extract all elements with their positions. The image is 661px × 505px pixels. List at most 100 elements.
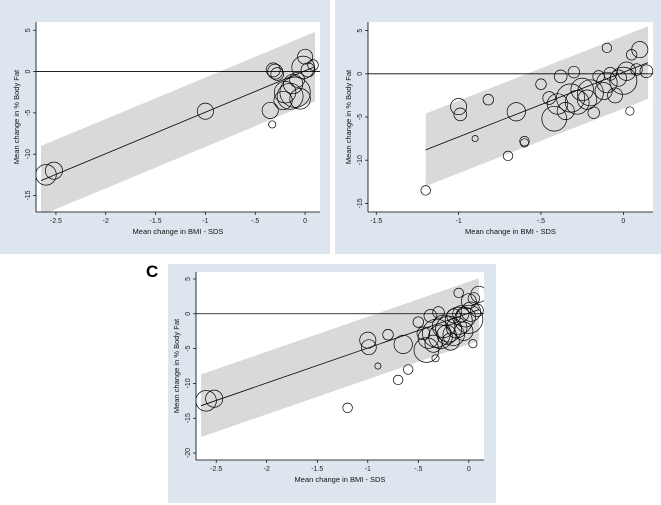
data-point bbox=[297, 48, 313, 65]
data-point bbox=[431, 354, 440, 363]
data-point bbox=[432, 306, 445, 319]
x-axis-title: Mean change in BMI - SDS bbox=[295, 475, 386, 484]
chart-panel-b: -1.5 -1 -.5 0 -15 -10 -5 0 5 Mean change in BMI -… bbox=[335, 0, 661, 254]
y-tick-label: 5 bbox=[185, 277, 192, 281]
data-point bbox=[270, 67, 284, 81]
y-tick-label: 0 bbox=[25, 70, 32, 74]
data-point bbox=[502, 150, 514, 162]
x-tick-label: -1 bbox=[365, 466, 371, 473]
data-point bbox=[470, 303, 484, 318]
data-point bbox=[392, 374, 404, 386]
data-point bbox=[423, 309, 438, 323]
data-point bbox=[446, 308, 462, 324]
x-tick-label: -.5 bbox=[251, 218, 259, 225]
data-point bbox=[553, 69, 568, 84]
data-point bbox=[607, 87, 623, 104]
x-axis-title: Mean change in BMI - SDS bbox=[133, 227, 224, 236]
data-point bbox=[261, 101, 279, 119]
data-point bbox=[460, 293, 477, 310]
data-point bbox=[417, 327, 440, 349]
data-point bbox=[453, 107, 468, 122]
data-point bbox=[382, 329, 394, 341]
data-point bbox=[374, 362, 382, 370]
y-tick-label: -20 bbox=[185, 448, 192, 458]
x-tick-label: -1 bbox=[202, 218, 208, 225]
data-point bbox=[453, 287, 464, 299]
data-point bbox=[450, 98, 468, 116]
fit-line bbox=[40, 66, 316, 181]
data-point bbox=[307, 59, 319, 71]
x-tick-label: -.5 bbox=[537, 218, 545, 225]
data-point bbox=[283, 73, 304, 95]
data-point bbox=[519, 136, 530, 147]
data-point bbox=[289, 88, 311, 110]
x-tick-label: 0 bbox=[303, 218, 307, 225]
data-point bbox=[556, 102, 575, 120]
data-point bbox=[609, 66, 638, 95]
y-tick-label: -10 bbox=[185, 378, 192, 388]
data-point bbox=[196, 102, 214, 120]
data-point bbox=[44, 161, 63, 180]
data-point bbox=[359, 331, 377, 349]
data-point bbox=[412, 316, 424, 328]
panel-label-c: C bbox=[146, 262, 159, 281]
data-point bbox=[596, 71, 618, 94]
data-point bbox=[617, 61, 637, 81]
y-axis-title: Mean change in % Body Fat bbox=[344, 69, 353, 164]
data-point bbox=[416, 326, 431, 341]
data-point bbox=[577, 89, 598, 110]
data-point bbox=[601, 42, 613, 54]
x-tick-label: -.5 bbox=[414, 466, 422, 473]
fit-line bbox=[425, 62, 649, 151]
data-point bbox=[535, 78, 547, 90]
data-point bbox=[360, 339, 377, 356]
y-tick-label: -15 bbox=[25, 190, 32, 200]
data-point bbox=[454, 304, 484, 334]
data-point bbox=[631, 41, 649, 59]
x-tick-label: -2 bbox=[103, 218, 109, 225]
data-point bbox=[265, 62, 281, 78]
y-tick-label: -5 bbox=[357, 114, 364, 120]
x-tick-label: 0 bbox=[467, 466, 471, 473]
data-point bbox=[482, 94, 494, 106]
data-point bbox=[570, 77, 594, 102]
x-tick-label: -1.5 bbox=[311, 466, 323, 473]
data-point bbox=[36, 164, 57, 186]
y-tick-label: -5 bbox=[25, 110, 32, 116]
x-tick-label: -1.5 bbox=[370, 218, 382, 225]
data-point bbox=[564, 90, 590, 115]
x-tick-label: -1 bbox=[455, 218, 461, 225]
data-point bbox=[444, 306, 473, 335]
x-axis-title: Mean change in BMI - SDS bbox=[465, 227, 556, 236]
data-point bbox=[577, 79, 604, 107]
x-tick-label: -2.5 bbox=[50, 218, 62, 225]
data-point bbox=[442, 323, 465, 346]
x-tick-label: 0 bbox=[621, 218, 625, 225]
data-point bbox=[609, 69, 627, 87]
data-point bbox=[506, 102, 526, 122]
y-tick-label: -10 bbox=[25, 149, 32, 159]
x-tick-label: -2 bbox=[264, 466, 270, 473]
data-point bbox=[205, 389, 224, 408]
y-tick-label: 5 bbox=[25, 28, 32, 32]
data-point bbox=[435, 315, 462, 343]
data-point bbox=[420, 185, 431, 196]
chart-panel-c: -2.5 -2 -1.5 -1 -.5 0 -20 -15 -10 -5 0 5 Mean change… bbox=[168, 264, 496, 503]
y-tick-label: 0 bbox=[185, 312, 192, 316]
data-point bbox=[630, 63, 643, 76]
x-tick-label: -2.5 bbox=[210, 466, 222, 473]
y-tick-label: -5 bbox=[185, 345, 192, 351]
data-point bbox=[452, 305, 470, 323]
data-point bbox=[541, 105, 567, 132]
data-point bbox=[471, 135, 479, 143]
data-point bbox=[455, 307, 476, 328]
y-axis-title: Mean change in % Body Fat bbox=[12, 69, 21, 164]
confidence-band bbox=[41, 31, 315, 212]
y-tick-label: 0 bbox=[357, 72, 364, 76]
data-point bbox=[196, 390, 217, 412]
y-tick-label: -10 bbox=[357, 155, 364, 165]
data-point bbox=[342, 402, 353, 413]
data-point bbox=[273, 81, 297, 104]
data-point bbox=[454, 321, 474, 341]
